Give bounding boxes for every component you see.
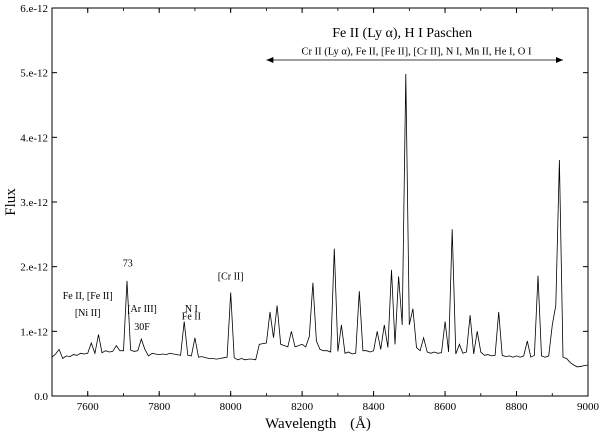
- range-arrow: [266, 57, 563, 63]
- x-tick-label: 8600: [434, 401, 457, 413]
- y-axis: 0.0 1.e-12 2.e-12 3.e-12 4.e-12 5.e-12 6.e-12: [20, 3, 588, 403]
- y-tick-label: 3.e-12: [20, 197, 48, 209]
- range-arrow-left-head: [266, 57, 274, 63]
- x-axis-label: Wavelength (Å): [265, 416, 371, 432]
- annotation-label: [Cr II]: [218, 272, 244, 283]
- x-tick-label: 7800: [148, 401, 171, 413]
- annotation-label: [Ar III]: [127, 304, 157, 315]
- annotation-label: 73: [123, 259, 133, 270]
- annotation-label: Fe II (Ly α), H I Paschen: [332, 26, 472, 41]
- x-tick-label: 8000: [220, 401, 243, 413]
- x-tick-label: 8200: [291, 401, 314, 413]
- annotations: Fe II, [Fe II] [Ni II] 73 [Ar III] 30F Fe IIN…: [63, 26, 532, 333]
- y-tick-label: 2.e-12: [20, 262, 48, 274]
- x-tick-label: 7600: [77, 401, 100, 413]
- plot-frame: [51, 7, 589, 397]
- annotation-label: N I: [185, 304, 198, 315]
- annotation-label: Fe II, [Fe II]: [63, 291, 113, 302]
- annotation-label: 30F: [134, 322, 150, 333]
- range-arrow-right-head: [555, 57, 563, 63]
- y-tick-label: 6.e-12: [20, 3, 48, 15]
- annotation-label: [Ni II]: [75, 308, 101, 319]
- x-tick-label: 8800: [506, 401, 529, 413]
- y-tick-label: 1.e-12: [20, 326, 48, 338]
- annotation-label: Fe II: [182, 312, 201, 323]
- annotation-label: Cr II (Ly α), Fe II, [Fe II], [Cr II], N…: [301, 47, 532, 58]
- y-tick-label: 5.e-12: [20, 68, 48, 80]
- y-axis-label: Flux: [3, 188, 19, 216]
- y-tick-label: 0.0: [34, 391, 48, 403]
- spectrum-line: [51, 73, 589, 368]
- x-tick-label: 8400: [363, 401, 386, 413]
- x-axis: 7600 7800 8000 8200 8400 8600 8800 9000: [51, 8, 600, 413]
- x-tick-label: 9000: [577, 401, 600, 413]
- y-tick-label: 4.e-12: [20, 132, 48, 144]
